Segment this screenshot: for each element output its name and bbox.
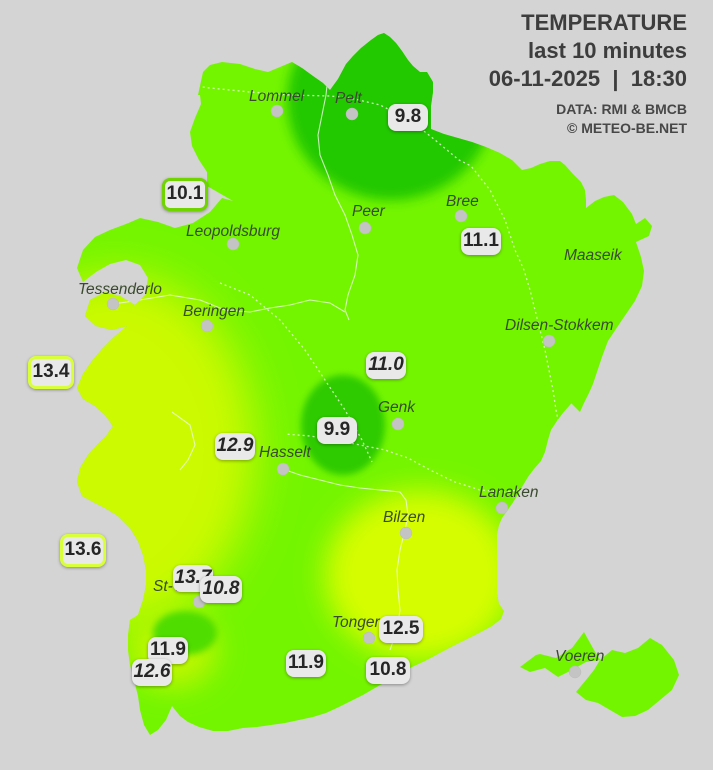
svg-text:Lommel: Lommel bbox=[249, 88, 305, 105]
svg-text:Hasselt: Hasselt bbox=[259, 444, 311, 461]
svg-text:Maaseik: Maaseik bbox=[564, 247, 623, 264]
svg-text:Peer: Peer bbox=[352, 203, 386, 220]
svg-text:Pelt: Pelt bbox=[335, 90, 362, 107]
svg-text:Lanaken: Lanaken bbox=[479, 484, 538, 501]
svg-text:Voeren: Voeren bbox=[555, 648, 604, 665]
svg-text:Genk: Genk bbox=[378, 399, 416, 416]
svg-text:Dilsen-Stokkem: Dilsen-Stokkem bbox=[505, 317, 614, 334]
svg-text:Beringen: Beringen bbox=[183, 303, 245, 320]
svg-text:Tessenderlo: Tessenderlo bbox=[78, 281, 162, 298]
svg-text:Leopoldsburg: Leopoldsburg bbox=[186, 223, 280, 240]
svg-text:Bilzen: Bilzen bbox=[383, 509, 425, 526]
svg-text:Bree: Bree bbox=[446, 193, 479, 210]
